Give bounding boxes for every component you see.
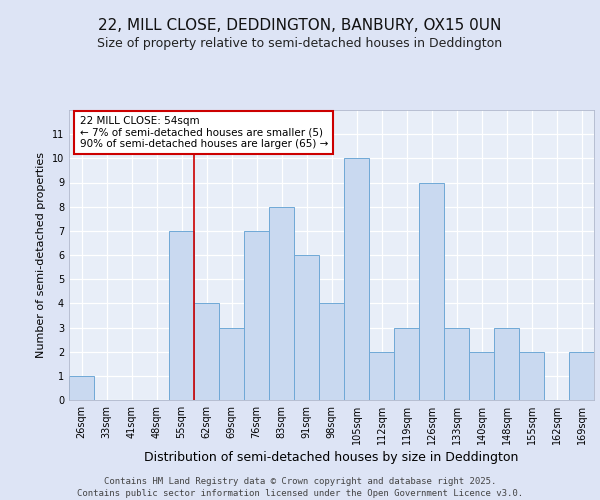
Bar <box>369 352 394 400</box>
Bar <box>269 206 294 400</box>
Text: Contains HM Land Registry data © Crown copyright and database right 2025.
Contai: Contains HM Land Registry data © Crown c… <box>77 476 523 498</box>
Bar <box>294 255 319 400</box>
Bar <box>69 376 94 400</box>
Bar <box>469 352 494 400</box>
Bar <box>519 352 544 400</box>
Bar <box>319 304 344 400</box>
Bar <box>394 328 419 400</box>
Text: 22, MILL CLOSE, DEDDINGTON, BANBURY, OX15 0UN: 22, MILL CLOSE, DEDDINGTON, BANBURY, OX1… <box>98 18 502 32</box>
Text: 22 MILL CLOSE: 54sqm
← 7% of semi-detached houses are smaller (5)
90% of semi-de: 22 MILL CLOSE: 54sqm ← 7% of semi-detach… <box>79 116 328 149</box>
Bar <box>219 328 244 400</box>
Bar <box>194 304 219 400</box>
Text: Size of property relative to semi-detached houses in Deddington: Size of property relative to semi-detach… <box>97 38 503 51</box>
Bar <box>419 182 444 400</box>
Bar <box>169 231 194 400</box>
X-axis label: Distribution of semi-detached houses by size in Deddington: Distribution of semi-detached houses by … <box>145 451 518 464</box>
Bar <box>569 352 594 400</box>
Bar <box>344 158 369 400</box>
Bar <box>444 328 469 400</box>
Bar <box>244 231 269 400</box>
Bar <box>494 328 519 400</box>
Y-axis label: Number of semi-detached properties: Number of semi-detached properties <box>37 152 46 358</box>
